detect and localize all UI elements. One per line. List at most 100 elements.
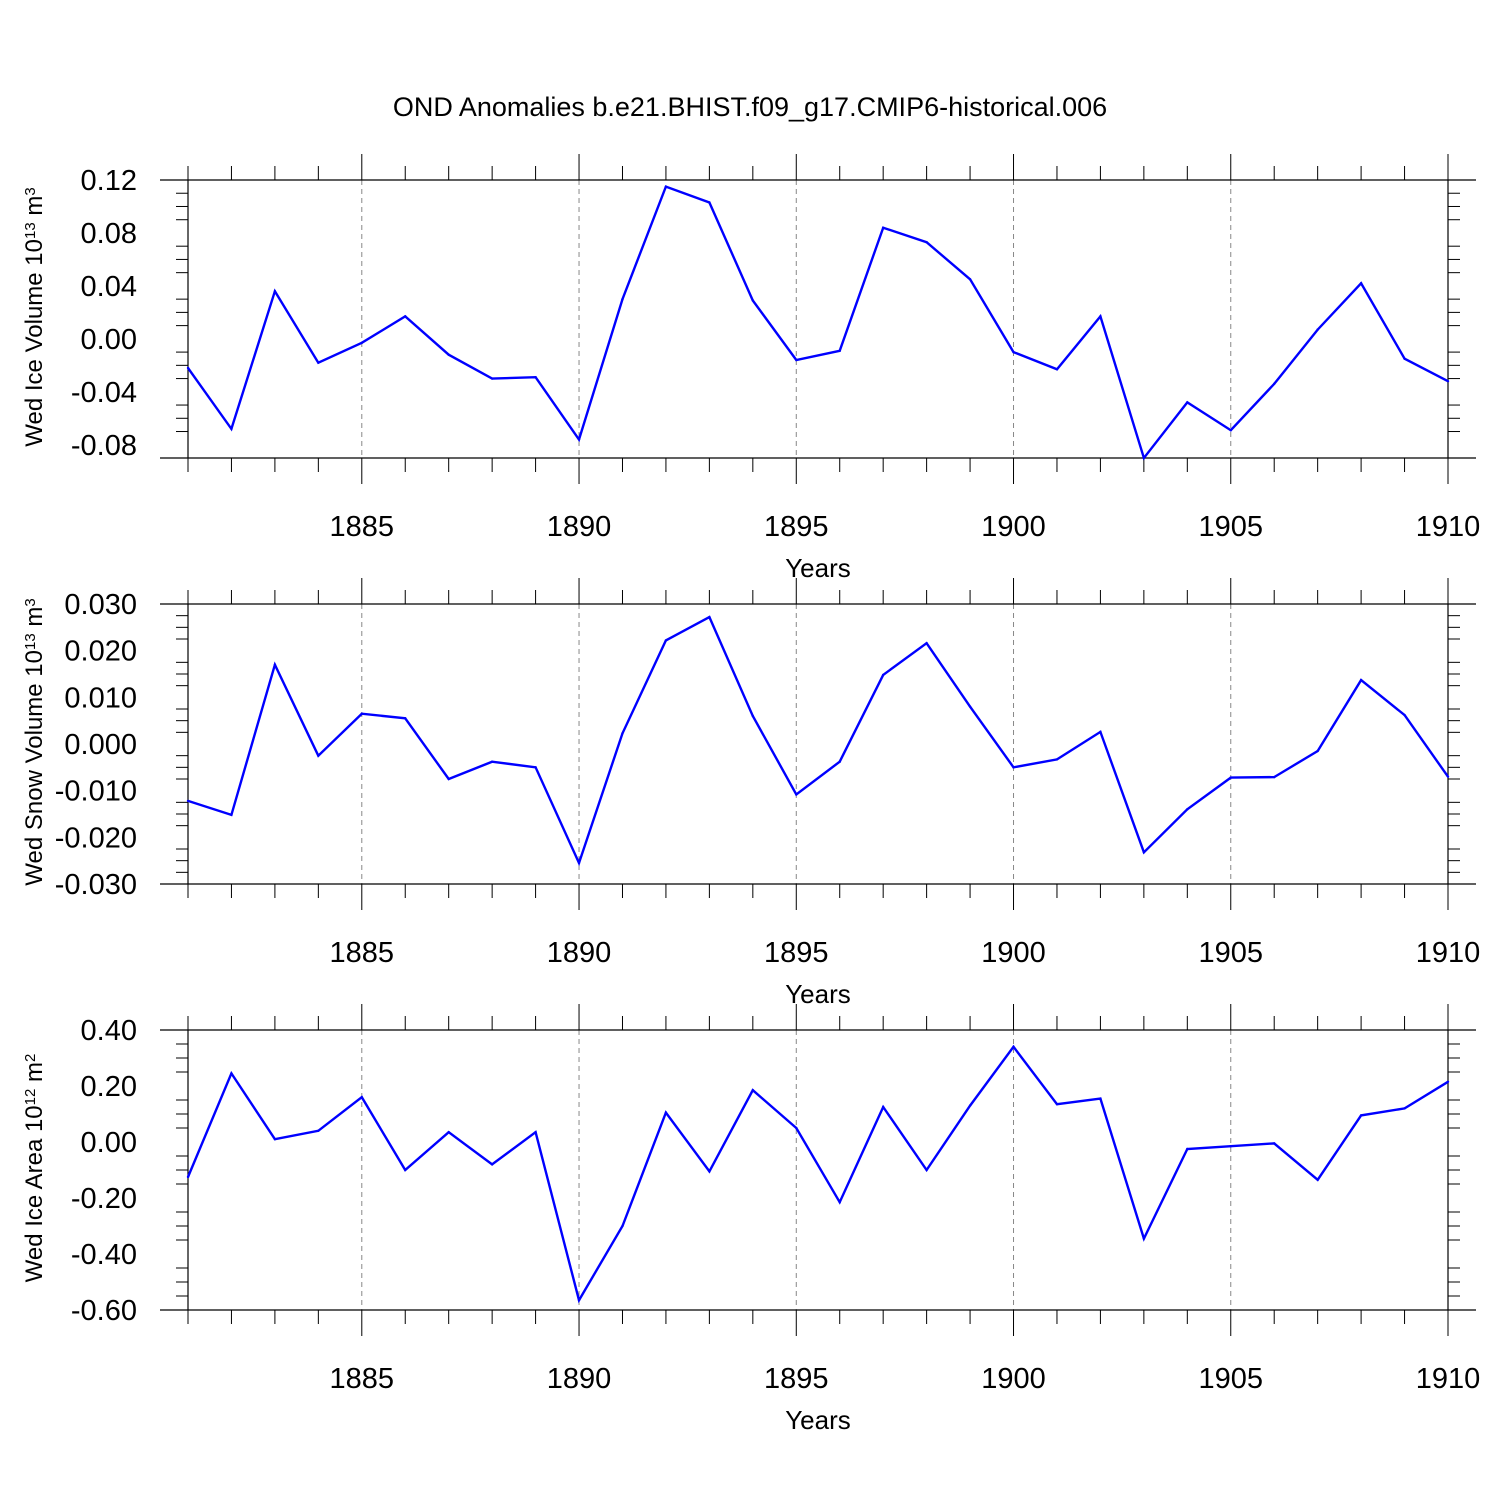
data-point — [317, 1129, 320, 1133]
data-point — [230, 427, 233, 431]
data-point — [1273, 1142, 1276, 1145]
data-point — [534, 376, 537, 379]
data-point — [1359, 678, 1363, 682]
x-tick-label: 1895 — [764, 511, 829, 543]
data-point — [751, 714, 755, 718]
data-line — [186, 1044, 1449, 1304]
data-point — [664, 185, 668, 188]
data-point — [1229, 1145, 1232, 1148]
x-tick-label: 1900 — [981, 1363, 1046, 1395]
x-tick-label: 1905 — [1199, 937, 1264, 969]
data-point — [230, 813, 233, 817]
y-tick-label: 0.00 — [81, 324, 137, 356]
data-point — [621, 732, 624, 735]
y-tick-label: 0.20 — [81, 1071, 137, 1103]
data-line — [187, 615, 1449, 867]
panels: -0.08 -0.04 0.00 0.04 0.08 0.12 1885 1890 1895 19… — [21, 154, 1480, 1435]
data-point — [664, 1111, 668, 1114]
x-axis-label: Years — [785, 979, 851, 1009]
data-point — [1186, 1147, 1189, 1151]
data-point — [577, 438, 581, 441]
x-tick-label: 1885 — [330, 937, 395, 969]
data-point — [273, 290, 277, 293]
data-point — [534, 766, 537, 769]
data-point — [621, 1224, 624, 1228]
data-point — [1273, 775, 1276, 779]
data-point — [708, 201, 711, 204]
data-point — [360, 712, 363, 715]
data-point — [1229, 429, 1232, 432]
x-tick-label: 1905 — [1199, 1363, 1264, 1395]
x-tick-label: 1900 — [981, 511, 1046, 543]
data-point — [317, 754, 320, 757]
data-point — [1099, 315, 1102, 318]
y-tick-label: -0.010 — [55, 776, 137, 808]
data-point — [1273, 382, 1276, 386]
data-point — [577, 1299, 581, 1302]
panel-3: -0.60 -0.40 -0.20 0.00 0.20 0.40 1885 1890 1895 1… — [21, 1004, 1480, 1435]
data-point — [186, 799, 190, 803]
data-point — [968, 705, 972, 708]
data-point — [534, 1131, 537, 1134]
data-line — [187, 185, 1449, 461]
data-point — [664, 639, 668, 642]
data-point — [1055, 368, 1059, 371]
y-tick-label: -0.20 — [71, 1183, 137, 1215]
panel-2: -0.030 -0.020 -0.010 0.000 0.010 0.020 0.030 18… — [21, 578, 1480, 1009]
data-point — [490, 760, 494, 763]
figure-title: OND Anomalies b.e21.BHIST.f09_g17.CMIP6-… — [393, 92, 1107, 122]
data-point — [404, 1168, 407, 1172]
x-tick-label: 1900 — [981, 937, 1046, 969]
y-tick-label: 0.12 — [81, 165, 137, 197]
data-point — [1142, 456, 1146, 460]
data-point — [1446, 1080, 1450, 1084]
panel-1: -0.08 -0.04 0.00 0.04 0.08 0.12 1885 1890 1895 19… — [21, 154, 1480, 583]
data-point — [1055, 758, 1059, 761]
data-point — [968, 278, 972, 281]
data-point — [490, 1163, 494, 1166]
x-tick-label: 1890 — [547, 937, 612, 969]
x-tick-label: 1890 — [547, 511, 612, 543]
data-point — [1403, 713, 1406, 717]
x-tick-label: 1910 — [1416, 1363, 1481, 1395]
data-point — [751, 299, 755, 302]
y-tick-label: 0.010 — [64, 682, 137, 714]
y-tick-label: 0.40 — [81, 1015, 137, 1047]
data-point — [1186, 808, 1189, 811]
y-tick-label: 0.000 — [64, 729, 137, 761]
y-tick-label: 0.00 — [81, 1127, 137, 1159]
data-point — [881, 226, 885, 229]
y-tick-label: 0.04 — [81, 271, 137, 303]
data-point — [404, 315, 407, 318]
data-point — [795, 793, 798, 796]
data-point — [404, 717, 407, 720]
y-tick-label: -0.40 — [71, 1239, 137, 1271]
data-point — [1359, 1114, 1363, 1117]
x-tick-label: 1885 — [330, 511, 395, 543]
x-tick-label: 1905 — [1199, 511, 1264, 543]
data-point — [230, 1072, 233, 1075]
data-point — [1099, 1097, 1102, 1100]
y-tick-label: -0.020 — [55, 822, 137, 854]
data-point — [1099, 730, 1102, 734]
data-point — [795, 1126, 798, 1130]
data-point — [1012, 766, 1015, 769]
y-axis-label: Wed Snow Volume 1013 m3 — [21, 598, 48, 885]
data-point — [1055, 1103, 1059, 1106]
data-point — [577, 861, 581, 865]
data-point — [317, 361, 320, 364]
data-point — [447, 777, 450, 781]
data-point — [1316, 328, 1319, 331]
data-point — [795, 358, 798, 362]
data-point — [1446, 380, 1450, 383]
y-tick-label: -0.04 — [71, 377, 137, 409]
data-point — [925, 642, 928, 645]
data-point — [881, 1105, 885, 1109]
data-point — [447, 353, 450, 356]
data-point — [838, 1201, 841, 1204]
data-point — [273, 1138, 277, 1141]
data-point — [838, 760, 841, 763]
x-tick-label: 1910 — [1416, 511, 1481, 543]
data-point — [968, 1104, 972, 1107]
y-tick-label: 0.030 — [64, 589, 137, 621]
